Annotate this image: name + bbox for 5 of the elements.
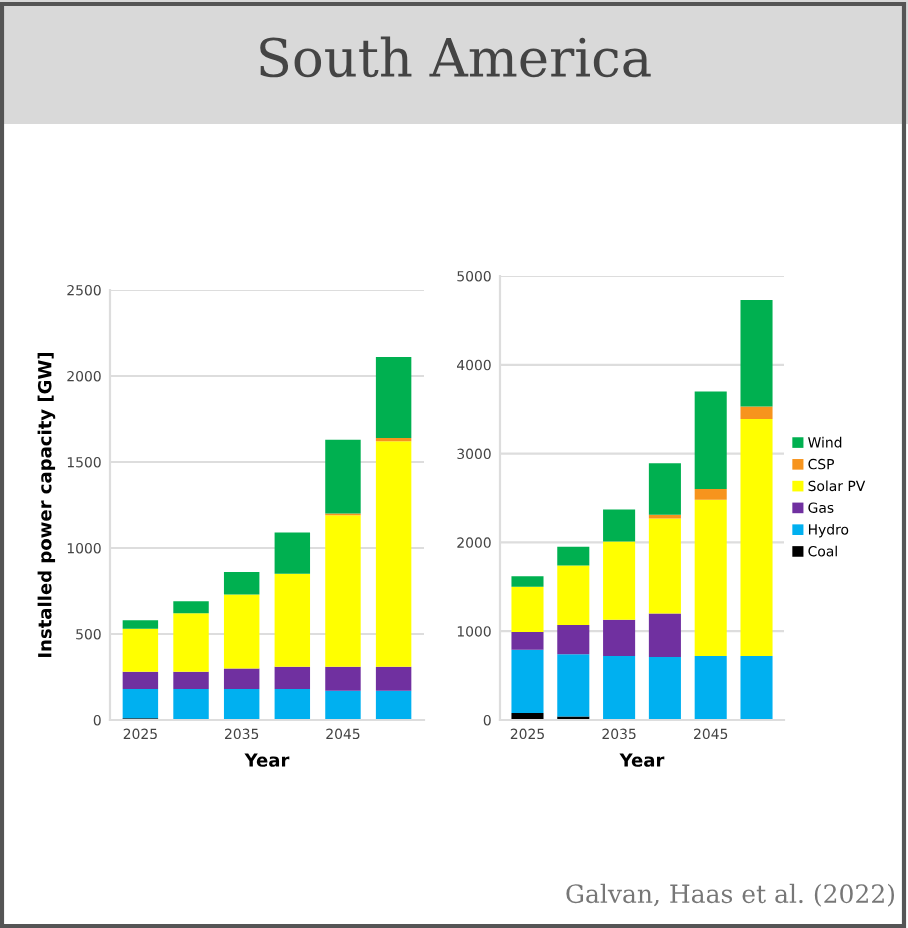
chart-title: South America bbox=[260, 36, 651, 78]
text: Galvan, Haas et al. (2022) bbox=[566, 883, 895, 907]
y-axis-title: Installed power capacity [GW] bbox=[37, 352, 56, 657]
x-axis-title: Year bbox=[619, 753, 665, 767]
x-axis-title: Year bbox=[244, 753, 290, 767]
